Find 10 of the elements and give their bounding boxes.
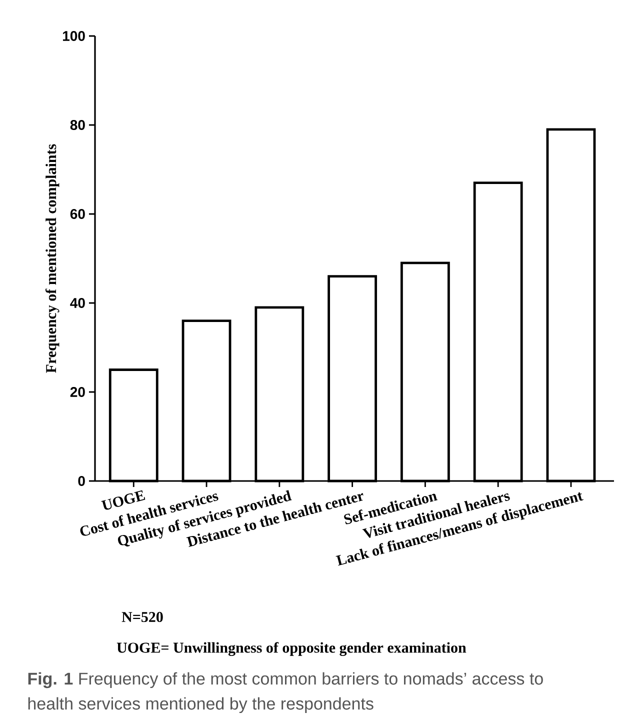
y-tick-label: 80: [70, 120, 85, 130]
y-tick-label: 40: [70, 298, 85, 308]
text: N=520: [122, 612, 163, 622]
y-tick-label: 0: [78, 476, 85, 486]
text: UOGE= Unwillingness of opposite gender examination: [116, 642, 466, 656]
y-axis-title: Frequency of mentioned complaints: [45, 144, 60, 373]
y-tick-label: 20: [70, 387, 85, 397]
y-tick-label: 60: [70, 209, 85, 219]
y-tick-label: 100: [62, 31, 85, 41]
text: Fig. 1 Frequency of the most common barriers to nomads’ access to health services mentioned by the respondents: [28, 672, 543, 714]
